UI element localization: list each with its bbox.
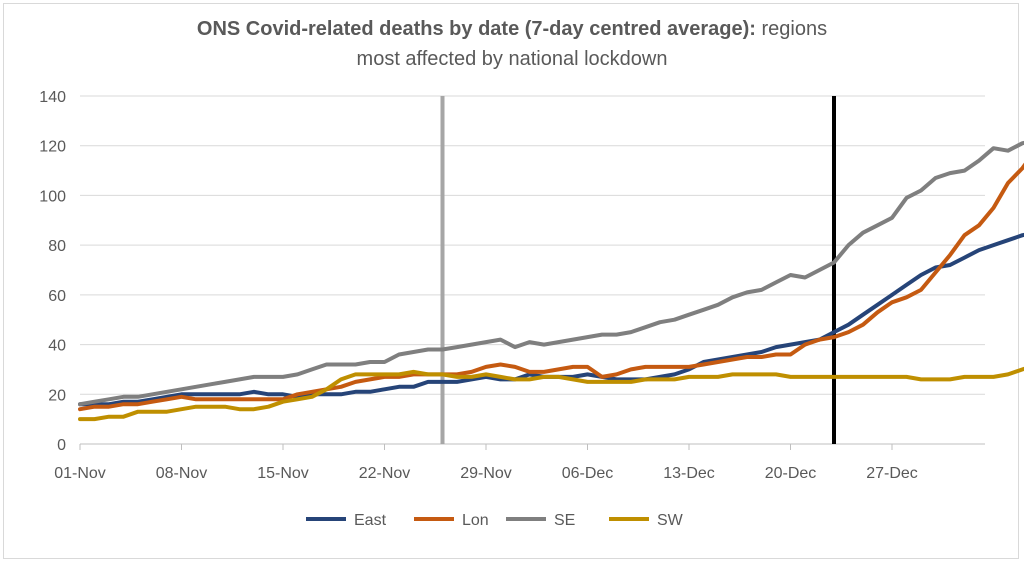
- chart-title-bold: ONS Covid-related deaths by date (7-day …: [196, 18, 756, 40]
- series-line-se: [78, 140, 1024, 407]
- x-tick-label: 06-Dec: [562, 465, 614, 482]
- x-tick-label: 20-Dec: [765, 465, 817, 482]
- y-tick-label: 40: [48, 338, 66, 355]
- legend-label: SW: [657, 512, 684, 529]
- x-tick-label: 15-Nov: [257, 465, 309, 482]
- y-tick-label: 0: [57, 437, 66, 454]
- x-tick-label: 01-Nov: [54, 465, 106, 482]
- x-tick-label: 13-Dec: [663, 465, 715, 482]
- y-tick-label: 80: [48, 238, 66, 255]
- y-axis-tick-labels: 0 20 40 60 80 100 120 140: [39, 89, 66, 454]
- y-tick-label: 120: [39, 139, 66, 156]
- x-tick-label: 27-Dec: [866, 465, 918, 482]
- series-line-sw: [78, 366, 1024, 422]
- x-tick-label: 08-Nov: [156, 465, 208, 482]
- y-tick-label: 100: [39, 188, 66, 205]
- y-tick-label: 60: [48, 288, 66, 305]
- legend-label: East: [354, 512, 387, 529]
- legend: East Lon SE SW: [306, 512, 684, 529]
- y-tick-label: 20: [48, 387, 66, 404]
- x-tick-label: 22-Nov: [359, 465, 411, 482]
- gridlines: [80, 95, 985, 445]
- chart-title-rest: regions: [755, 18, 828, 40]
- legend-label: SE: [554, 512, 575, 529]
- series-line-east: [78, 232, 1024, 407]
- series-line-lon: [78, 162, 1024, 412]
- x-tick-label: 29-Nov: [460, 465, 512, 482]
- y-tick-label: 140: [39, 89, 66, 106]
- series-lines: [78, 140, 1024, 422]
- x-axis-tick-labels: 01-Nov 08-Nov 15-Nov 22-Nov 29-Nov 06-Dec 13-D…: [54, 444, 918, 482]
- chart-title: ONS Covid-related deaths by date (7-day …: [0, 14, 1024, 74]
- vertical-markers: [440, 96, 836, 444]
- chart-title-line2: most affected by national lockdown: [356, 48, 668, 70]
- legend-label: Lon: [462, 512, 489, 529]
